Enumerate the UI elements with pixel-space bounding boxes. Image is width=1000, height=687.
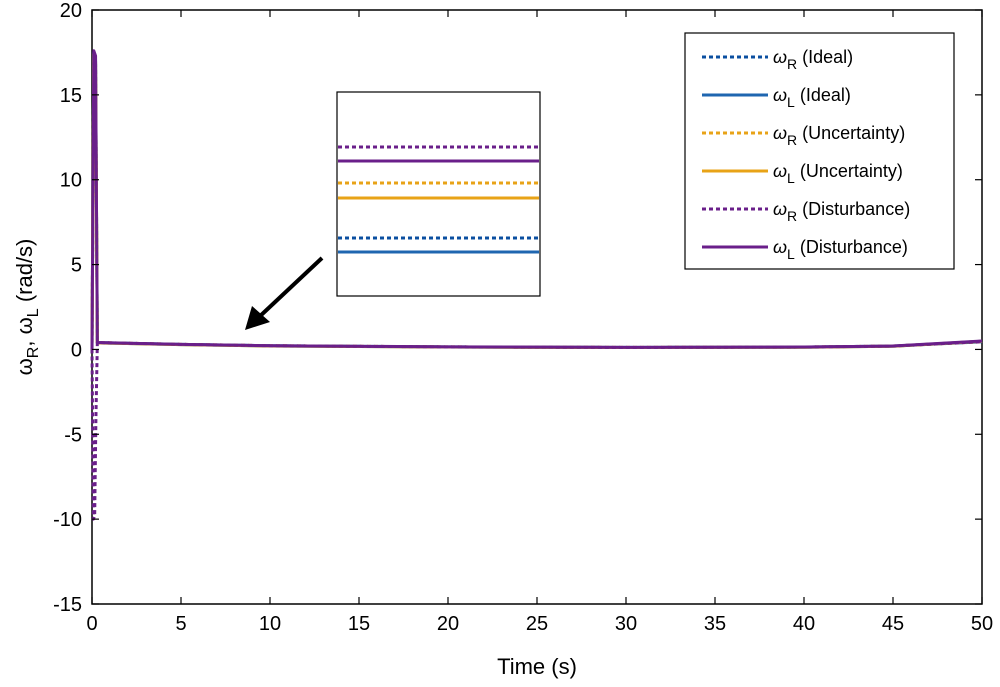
x-tick-label: 25	[526, 613, 548, 635]
x-tick-label: 35	[704, 613, 726, 635]
x-tick-label: 15	[348, 613, 370, 635]
x-tick-label: 30	[615, 613, 637, 635]
x-tick-label: 50	[971, 613, 993, 635]
legend-entry-1: ωL (Ideal)	[773, 85, 851, 110]
x-tick-label: 40	[793, 613, 815, 635]
y-axis-ticks: -15 -10 -5 0 5 10 15 20	[53, 0, 982, 616]
series-line-5	[90, 49, 983, 350]
x-axis-ticks: 0 5 10 15 20 25 30 35 40 45 50	[86, 10, 993, 635]
y-tick-label: -15	[53, 594, 82, 616]
svg-text:ωR, ωL (rad/s): ωR, ωL (rad/s)	[12, 239, 42, 376]
zoom-inset-lines	[338, 145, 539, 254]
legend-entry-0: ωR (Ideal)	[773, 47, 853, 72]
legend-box	[684, 32, 955, 270]
y-tick-label: 20	[60, 0, 82, 22]
x-axis-label: Time (s)	[497, 654, 577, 679]
series-layer	[90, 49, 983, 521]
y-tick-label: 0	[71, 339, 82, 361]
y-tick-label: 5	[71, 255, 82, 277]
x-tick-label: 5	[175, 613, 186, 635]
legend-entry-3: ωL (Uncertainty)	[773, 161, 903, 186]
y-axis-label: ωR, ωL (rad/s)	[12, 239, 42, 376]
legend-entry-2: ωR (Uncertainty)	[773, 123, 905, 148]
x-tick-label: 0	[86, 613, 97, 635]
x-tick-label: 45	[882, 613, 904, 635]
legend-entry-5: ωL (Disturbance)	[773, 237, 908, 262]
zoom-arrow	[245, 256, 324, 330]
y-tick-label: 10	[60, 170, 82, 192]
y-tick-label: -10	[53, 509, 82, 531]
x-tick-label: 20	[437, 613, 459, 635]
zoom-inset-box	[336, 91, 541, 297]
y-tick-label: 15	[60, 85, 82, 107]
y-tick-label: -5	[64, 424, 82, 446]
x-tick-label: 10	[259, 613, 281, 635]
legend-entry-4: ωR (Disturbance)	[773, 199, 910, 224]
legend: ωR (Ideal) ωL (Ideal) ωR (Uncertainty) ωL (…	[702, 47, 910, 262]
